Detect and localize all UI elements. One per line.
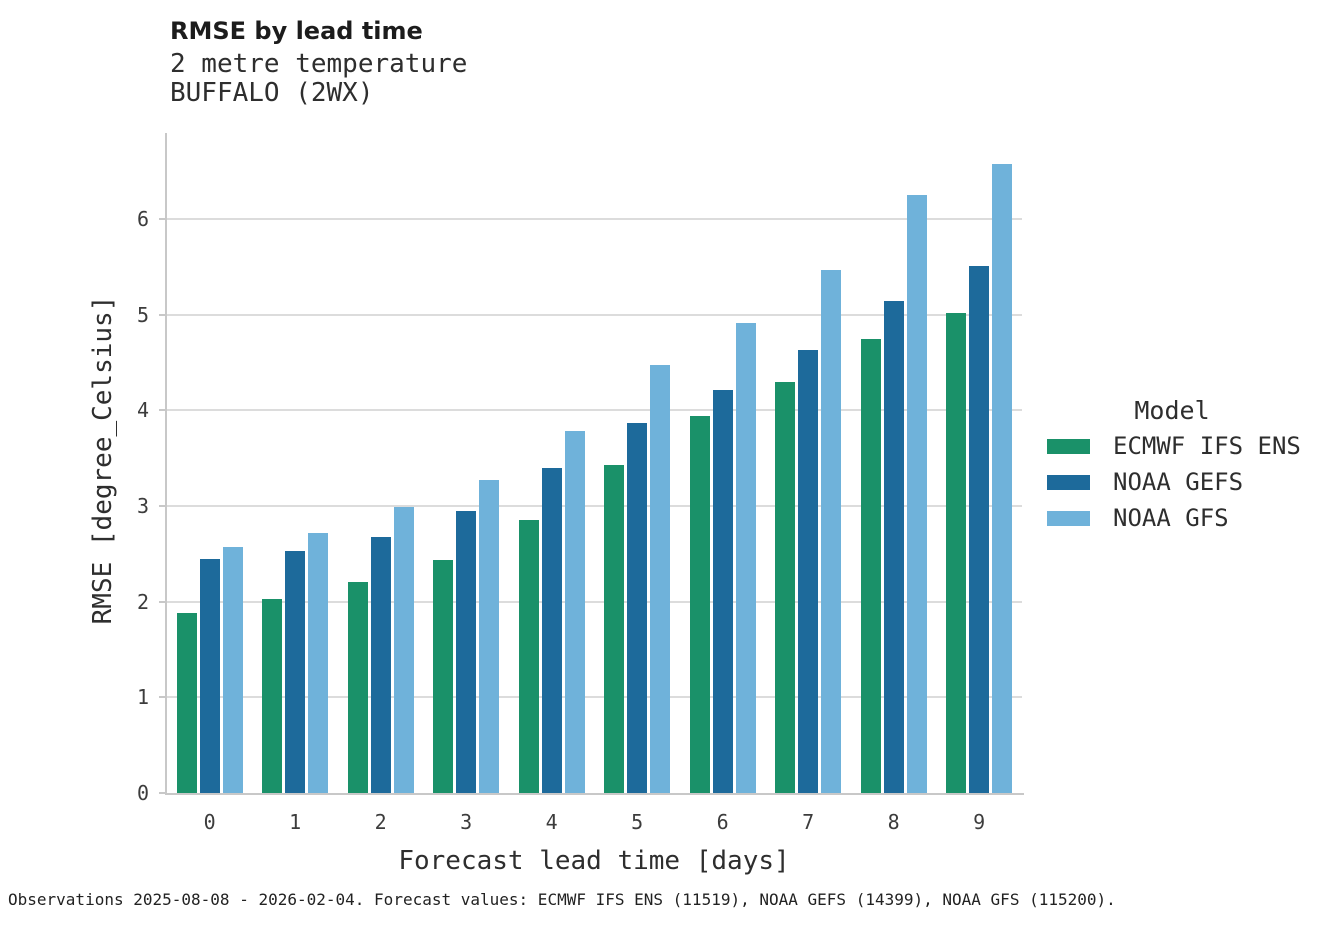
x-tick-label: 8 (887, 810, 900, 834)
plot-area: 0 1 2 3 4 5 6 0 1 2 3 4 5 6 7 8 9 (137, 133, 1024, 834)
bar-noaa-gefs (370, 536, 391, 793)
y-tick-label: 0 (136, 781, 149, 805)
bar-noaa-gfs (821, 269, 842, 793)
gridline (167, 409, 1022, 412)
bar-noaa-gefs (456, 510, 477, 793)
bar-noaa-gfs (906, 195, 927, 793)
bar-ecmwf-ifs-ens (860, 338, 881, 793)
y-axis-spine (165, 133, 167, 795)
gridline (167, 313, 1022, 316)
x-tick-label: 0 (203, 810, 216, 834)
bar-ecmwf-ifs-ens (176, 613, 197, 793)
y-tick-label: 6 (136, 207, 149, 232)
y-tick-mark (159, 313, 165, 316)
y-tick-label: 3 (136, 494, 149, 519)
legend-label: ECMWF IFS ENS (1113, 432, 1301, 460)
x-tick-label: 5 (631, 810, 644, 834)
gridline (167, 505, 1022, 508)
bar-ecmwf-ifs-ens (775, 381, 796, 793)
bar-ecmwf-ifs-ens (433, 559, 454, 793)
bar-noaa-gefs (883, 301, 904, 793)
bar-noaa-gfs (308, 532, 329, 793)
chart-title: RMSE by lead time (170, 17, 423, 45)
legend-swatch-noaa-gfs (1047, 510, 1090, 526)
x-tick-label: 7 (802, 810, 815, 834)
legend-items: ECMWF IFS ENS NOAA GEFS NOAA GFS (1047, 428, 1307, 536)
legend-item-ecmwf-ifs-ens: ECMWF IFS ENS (1047, 428, 1307, 464)
x-tick-label: 3 (460, 810, 473, 834)
bar-ecmwf-ifs-ens (604, 464, 625, 793)
bar-noaa-gfs (992, 163, 1013, 793)
bar-noaa-gefs (541, 467, 562, 793)
chart-subtitle-parameter: 2 metre temperature (170, 49, 468, 79)
bar-noaa-gefs (627, 422, 648, 793)
x-tick-label: 9 (973, 810, 986, 834)
y-tick-mark (159, 505, 165, 508)
legend-item-noaa-gefs: NOAA GEFS (1047, 464, 1307, 500)
y-tick-label: 5 (136, 302, 149, 327)
y-tick-mark (159, 409, 165, 412)
legend-label: NOAA GFS (1113, 504, 1229, 532)
legend-label: NOAA GEFS (1113, 468, 1244, 496)
legend: Model ECMWF IFS ENS NOAA GEFS NOAA GFS (1047, 396, 1307, 536)
bar-noaa-gfs (650, 365, 671, 793)
gridline (167, 218, 1022, 221)
legend-swatch-ecmwf-ifs-ens (1047, 438, 1090, 454)
bar-noaa-gefs (798, 350, 819, 793)
x-axis-spine (165, 793, 1024, 795)
bar-ecmwf-ifs-ens (262, 598, 283, 793)
bar-noaa-gefs (199, 558, 220, 793)
legend-item-noaa-gfs: NOAA GFS (1047, 500, 1307, 536)
x-tick-label: 4 (545, 810, 558, 834)
bar-noaa-gfs (479, 480, 500, 793)
y-tick-label: 2 (136, 589, 149, 614)
bar-ecmwf-ifs-ens (518, 520, 539, 793)
bar-noaa-gfs (393, 507, 414, 793)
bar-ecmwf-ifs-ens (347, 581, 368, 793)
x-tick-label: 6 (716, 810, 729, 834)
x-tick-label: 1 (289, 810, 302, 834)
x-tick-label: 2 (374, 810, 387, 834)
bar-noaa-gefs (712, 390, 733, 793)
y-axis-label: RMSE [degree_Celsius] (88, 295, 118, 625)
y-tick-label: 4 (136, 398, 149, 423)
y-tick-mark (159, 600, 165, 603)
bar-ecmwf-ifs-ens (689, 416, 710, 793)
bar-ecmwf-ifs-ens (946, 312, 967, 793)
legend-swatch-noaa-gefs (1047, 474, 1090, 490)
y-tick-label: 1 (136, 685, 149, 710)
footer-caption: Observations 2025-08-08 - 2026-02-04. Fo… (8, 890, 1116, 909)
gridline (167, 696, 1022, 699)
chart-subtitle-station: BUFFALO (2WX) (170, 78, 374, 108)
y-tick-mark (159, 792, 165, 794)
legend-title: Model (1134, 396, 1210, 425)
bar-noaa-gefs (285, 551, 306, 793)
bar-noaa-gfs (222, 547, 243, 793)
y-tick-mark (159, 696, 165, 699)
bar-noaa-gfs (564, 431, 585, 793)
bar-noaa-gfs (735, 323, 756, 793)
y-tick-mark (159, 218, 165, 221)
chart-header: RMSE by lead time 2 metre temperature BU… (170, 16, 467, 108)
x-axis-label: Forecast lead time [days] (398, 846, 790, 876)
bar-noaa-gefs (969, 265, 990, 793)
gridline (167, 600, 1022, 603)
